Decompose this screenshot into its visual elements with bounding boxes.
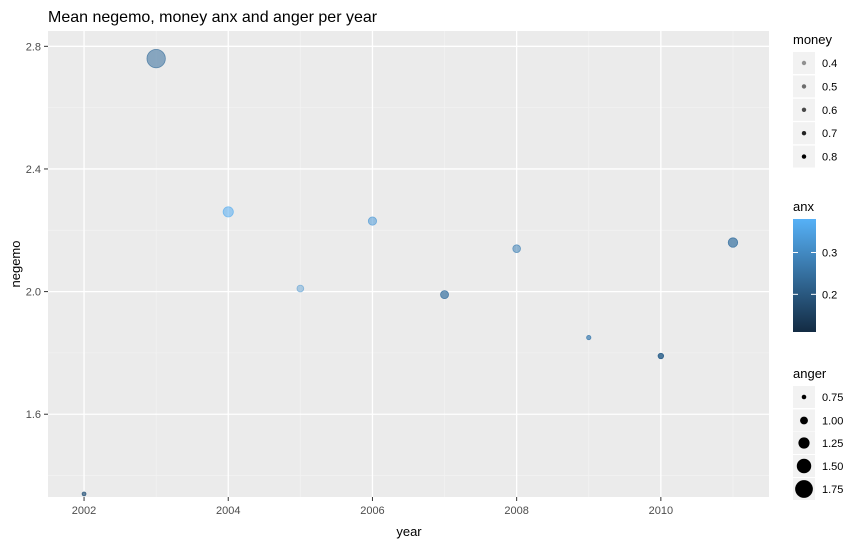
legend-money-label: 0.7 xyxy=(822,128,837,140)
scatter-point xyxy=(81,491,87,497)
scatter-point xyxy=(146,48,166,69)
plot-panel xyxy=(48,31,769,497)
y-tick-label: 2.0 xyxy=(26,287,41,299)
x-axis-title: year xyxy=(396,524,422,539)
legend-anger-dot xyxy=(801,394,807,400)
x-tick-label: 2004 xyxy=(216,505,240,517)
x-tick-label: 2008 xyxy=(504,505,528,517)
legend-anger-label: 1.25 xyxy=(822,438,843,450)
y-tick-label: 2.4 xyxy=(26,164,41,176)
scatter-point xyxy=(727,237,739,248)
data-points xyxy=(81,48,739,497)
legend-money-label: 0.5 xyxy=(822,81,837,93)
legend-anger-dot xyxy=(798,437,810,449)
legend-anger-dot xyxy=(800,416,808,425)
legend-money-label: 0.4 xyxy=(822,58,837,70)
legend-anger-dot xyxy=(795,480,813,498)
scatter-point xyxy=(657,352,664,360)
x-tick-label: 2002 xyxy=(72,505,96,517)
legend-money-dot xyxy=(801,154,807,159)
grid-lines xyxy=(48,31,769,497)
anx-tick-label: 0.3 xyxy=(822,247,837,259)
y-tick-label: 1.6 xyxy=(26,409,41,421)
legend-money-label: 0.8 xyxy=(822,152,837,164)
chart-title: Mean negemo, money anx and anger per yea… xyxy=(48,9,378,26)
legend-anger-title: anger xyxy=(793,366,827,381)
legend-anger-dot xyxy=(796,458,812,474)
legend-money-label: 0.6 xyxy=(822,105,837,117)
scatter-point xyxy=(586,335,592,341)
x-axis: 2002 2004 2006 2008 2010 xyxy=(72,497,673,517)
x-tick-label: 2006 xyxy=(360,505,384,517)
scatter-point xyxy=(512,244,521,253)
legend-money-key xyxy=(793,52,815,74)
scatter-point xyxy=(222,206,234,218)
y-tick-label: 2.8 xyxy=(26,41,41,53)
scatter-point xyxy=(367,216,377,226)
legend-money-dot xyxy=(801,60,807,66)
y-axis-title: negemo xyxy=(8,241,23,288)
legend-anger-label: 1.00 xyxy=(822,416,843,428)
legend-money-dot xyxy=(801,107,807,113)
scatter-point xyxy=(296,284,305,293)
legend-money-dot xyxy=(801,84,807,89)
y-axis: 1.6 2.0 2.4 2.8 xyxy=(26,41,48,421)
legend-money: money 0.4 0.5 0.6 0.7 0.8 xyxy=(793,32,837,168)
legend-anx-title: anx xyxy=(793,199,814,214)
anx-tick-label: 0.2 xyxy=(822,289,837,301)
legend-anger-label: 1.75 xyxy=(822,484,843,496)
legend-money-dot xyxy=(801,131,807,136)
legend-anger-label: 0.75 xyxy=(822,392,843,404)
legend-anx: anx 0.2 0.3 xyxy=(793,199,837,332)
anx-colorbar xyxy=(793,219,816,332)
legend-money-title: money xyxy=(793,32,833,47)
x-tick-label: 2010 xyxy=(649,505,673,517)
legend-anger-label: 1.50 xyxy=(822,461,843,473)
legend-anger: anger 0.75 1.00 1.25 1.50 1.75 xyxy=(793,366,843,500)
scatter-point xyxy=(440,290,449,300)
